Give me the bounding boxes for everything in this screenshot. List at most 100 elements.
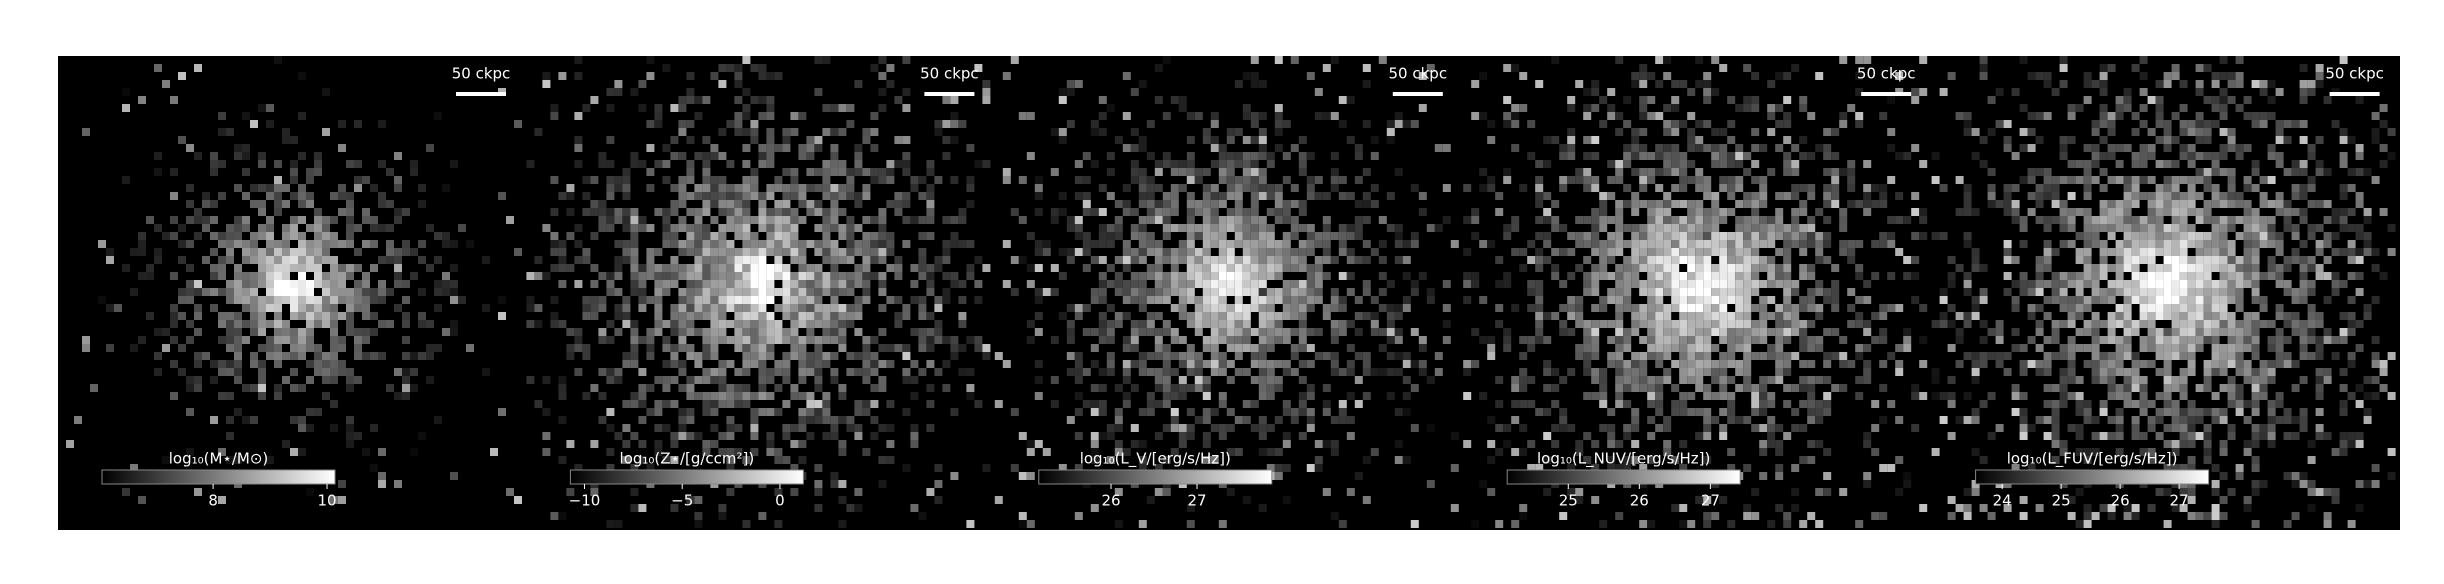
- map-pixel: [758, 320, 767, 328]
- map-pixel: [1623, 376, 1632, 384]
- map-pixel: [442, 232, 450, 240]
- map-pixel: [274, 312, 282, 320]
- map-pixel: [1735, 144, 1744, 152]
- map-pixel: [670, 232, 679, 240]
- map-pixel: [982, 264, 991, 272]
- map-pixel: [1226, 224, 1235, 232]
- map-pixel: [1679, 152, 1688, 160]
- map-pixel: [1879, 200, 1888, 208]
- map-pixel: [1903, 472, 1912, 480]
- map-pixel: [1194, 328, 1203, 336]
- map-pixel: [130, 248, 138, 256]
- map-pixel: [1298, 304, 1307, 312]
- map-pixel: [734, 272, 743, 280]
- map-pixel: [1615, 304, 1624, 312]
- map-pixel: [1186, 368, 1195, 376]
- map-pixel: [934, 304, 943, 312]
- map-pixel: [974, 296, 983, 304]
- map-pixel: [1599, 216, 1608, 224]
- map-pixel: [2211, 160, 2220, 168]
- map-pixel: [782, 200, 791, 208]
- map-pixel: [1543, 160, 1552, 168]
- map-pixel: [1346, 256, 1355, 264]
- map-pixel: [242, 144, 250, 152]
- map-pixel: [338, 496, 346, 504]
- map-pixel: [2179, 224, 2188, 232]
- map-pixel: [758, 112, 767, 120]
- map-pixel: [678, 192, 687, 200]
- map-pixel: [1186, 272, 1195, 280]
- map-pixel: [2355, 144, 2364, 152]
- map-pixel: [1751, 128, 1760, 136]
- map-pixel: [2059, 200, 2068, 208]
- map-pixel: [726, 456, 735, 464]
- map-pixel: [2027, 192, 2036, 200]
- map-pixel: [1178, 280, 1187, 288]
- map-pixel: [2155, 224, 2164, 232]
- map-pixel: [1394, 312, 1403, 320]
- map-pixel: [1775, 368, 1784, 376]
- map-pixel: [950, 120, 959, 128]
- map-pixel: [1831, 328, 1840, 336]
- map-pixel: [2091, 128, 2100, 136]
- map-pixel: [1879, 416, 1888, 424]
- map-pixel: [662, 384, 671, 392]
- map-pixel: [1282, 248, 1291, 256]
- map-pixel: [1386, 136, 1395, 144]
- map-pixel: [814, 184, 823, 192]
- map-pixel: [790, 208, 799, 216]
- map-pixel: [1386, 320, 1395, 328]
- map-pixel: [330, 328, 338, 336]
- map-pixel: [394, 480, 402, 488]
- map-pixel: [1663, 120, 1672, 128]
- map-pixel: [1082, 192, 1091, 200]
- map-pixel: [1186, 264, 1195, 272]
- map-pixel: [854, 248, 863, 256]
- map-pixel: [186, 336, 194, 344]
- map-pixel: [1831, 384, 1840, 392]
- map-pixel: [2323, 200, 2332, 208]
- map-pixel: [1623, 272, 1632, 280]
- map-pixel: [1034, 312, 1043, 320]
- map-pixel: [2099, 200, 2108, 208]
- map-pixel: [1242, 496, 1251, 504]
- map-pixel: [806, 432, 815, 440]
- map-pixel: [266, 296, 274, 304]
- map-pixel: [1186, 256, 1195, 264]
- map-pixel: [1711, 200, 1720, 208]
- map-pixel: [902, 56, 911, 64]
- map-pixel: [1647, 208, 1656, 216]
- map-pixel: [138, 240, 146, 248]
- map-pixel: [1178, 160, 1187, 168]
- map-pixel: [638, 456, 647, 464]
- map-pixel: [1807, 224, 1816, 232]
- map-pixel: [838, 280, 847, 288]
- map-pixel: [1210, 208, 1219, 216]
- map-pixel: [1463, 440, 1472, 448]
- map-pixel: [194, 352, 202, 360]
- map-pixel: [1855, 352, 1864, 360]
- map-pixel: [1274, 184, 1283, 192]
- map-pixel: [902, 160, 911, 168]
- map-pixel: [958, 344, 967, 352]
- map-pixel: [710, 424, 719, 432]
- map-pixel: [1639, 152, 1648, 160]
- map-pixel: [966, 520, 975, 528]
- map-pixel: [1090, 344, 1099, 352]
- map-pixel: [1855, 392, 1864, 400]
- map-pixel: [1202, 184, 1211, 192]
- map-pixel: [274, 160, 282, 168]
- map-pixel: [1226, 408, 1235, 416]
- map-pixel: [1234, 336, 1243, 344]
- map-pixel: [902, 104, 911, 112]
- map-pixel: [1034, 192, 1043, 200]
- map-pixel: [1282, 328, 1291, 336]
- map-pixel: [1623, 152, 1632, 160]
- map-pixel: [2227, 80, 2236, 88]
- map-pixel: [1338, 248, 1347, 256]
- map-pixel: [742, 288, 751, 296]
- map-pixel: [2075, 248, 2084, 256]
- map-pixel: [830, 128, 839, 136]
- map-pixel: [1527, 304, 1536, 312]
- map-pixel: [2083, 256, 2092, 264]
